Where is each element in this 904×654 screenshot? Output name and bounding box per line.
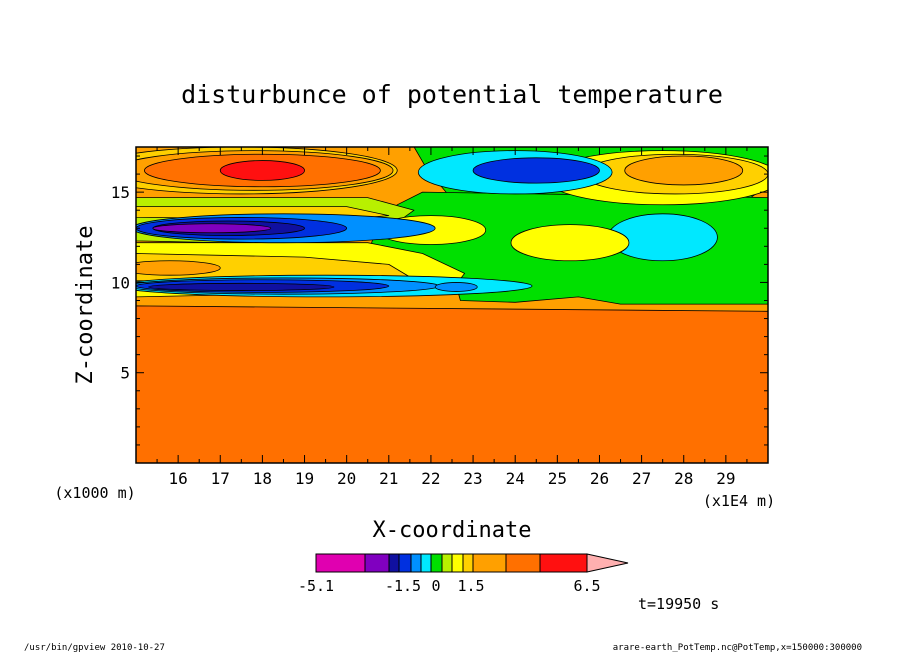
x-tick-label: 27	[632, 469, 651, 488]
contour-blob-21	[434, 282, 478, 292]
colorbar-segment	[539, 553, 588, 573]
colorbar-segment	[410, 553, 422, 573]
x-tick-label: 17	[211, 469, 230, 488]
colorbar-labels: -5.1 -1.5 0 1.5 6.5	[298, 577, 601, 595]
y-tick-label: 5	[120, 364, 130, 383]
y-axis-label: Z-coordinate	[73, 226, 98, 385]
colorbar-arrow	[586, 553, 629, 573]
colorbar-segment	[472, 553, 507, 573]
contour-blob-20	[148, 282, 335, 291]
x-axis-ticks: 16 17 18 19 20 21 22 23 24 25 26 27 28 29	[156, 147, 748, 488]
x-tick-label: 18	[253, 469, 272, 488]
x-tick-label: 26	[590, 469, 609, 488]
contour-blobs	[136, 147, 768, 298]
colorbar-segment	[505, 553, 541, 573]
colorbar-label: -5.1	[298, 577, 334, 595]
contour-plot-area	[136, 147, 768, 463]
x-tick-label: 24	[506, 469, 525, 488]
colorbar-segment	[388, 553, 400, 573]
contour-blob-3	[219, 160, 305, 181]
colorbar-segment	[315, 553, 366, 573]
colorbar-label: 1.5	[457, 577, 484, 595]
footer-right: arare-earth_PotTemp.nc@PotTemp,x=150000:…	[613, 643, 862, 653]
contour-layer-orange-band-3	[136, 305, 768, 463]
x-tick-label: 28	[674, 469, 693, 488]
footer-left: /usr/bin/gpview 2010-10-27	[24, 643, 165, 653]
x-tick-label: 29	[716, 469, 735, 488]
colorbar-segment	[420, 553, 432, 573]
colorbar-segment	[441, 553, 453, 573]
y-tick-label: 10	[111, 273, 130, 292]
contour-layers	[136, 305, 768, 463]
y-axis-ticks: 5 10 15	[111, 155, 768, 446]
colorbar-label: -1.5	[385, 577, 421, 595]
x-tick-label: 19	[295, 469, 314, 488]
contour-blob-6	[624, 155, 744, 186]
colorbar-segment	[364, 553, 390, 573]
colorbar-segment	[398, 553, 412, 573]
x-tick-label: 25	[548, 469, 567, 488]
colorbar-segment	[462, 553, 474, 573]
x-unit-left: (x1000 m)	[54, 484, 135, 502]
x-axis-label: X-coordinate	[373, 518, 532, 543]
x-tick-label: 20	[337, 469, 356, 488]
colorbar-label: 6.5	[573, 577, 600, 595]
chart-title: disturbunce of potential temperature	[181, 80, 723, 109]
contour-blob-10	[510, 224, 630, 262]
colorbar-segment	[451, 553, 464, 573]
colorbar-segment	[430, 553, 443, 573]
y-tick-label: 15	[111, 183, 130, 202]
x-tick-label: 21	[379, 469, 398, 488]
x-tick-label: 23	[463, 469, 482, 488]
time-label: t=19950 s	[638, 595, 719, 613]
x-tick-label: 22	[421, 469, 440, 488]
contour-blob-15	[152, 223, 272, 234]
colorbar	[315, 553, 629, 573]
colorbar-label: 0	[431, 577, 440, 595]
contour-blob-16	[136, 260, 221, 276]
contour-blob-8	[472, 157, 600, 184]
x-tick-label: 16	[169, 469, 188, 488]
x-unit-right: (x1E4 m)	[703, 492, 775, 510]
